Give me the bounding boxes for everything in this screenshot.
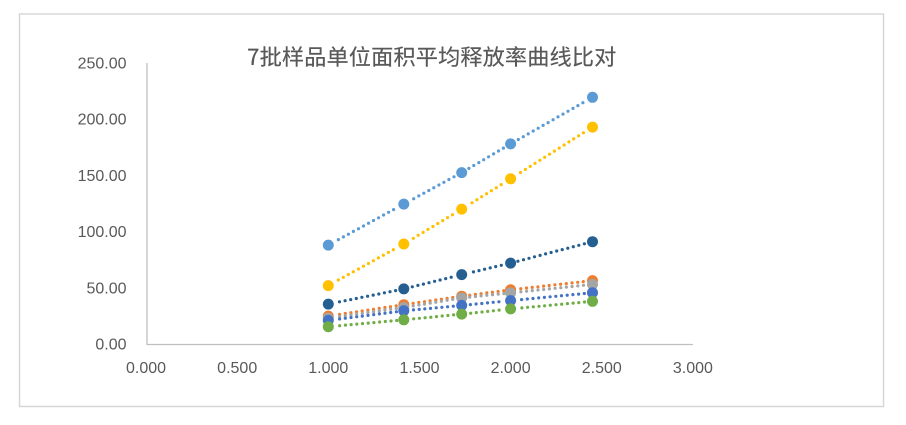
svg-text:0.00: 0.00 — [95, 337, 126, 354]
svg-text:150.00: 150.00 — [78, 168, 127, 185]
svg-text:0.000: 0.000 — [126, 360, 166, 377]
svg-text:2.000: 2.000 — [491, 360, 531, 377]
svg-text:200.00: 200.00 — [78, 112, 127, 129]
svg-text:1.500: 1.500 — [399, 360, 439, 377]
svg-text:0.500: 0.500 — [217, 360, 257, 377]
svg-text:50.00: 50.00 — [86, 280, 126, 297]
svg-text:2.500: 2.500 — [582, 360, 622, 377]
svg-text:100.00: 100.00 — [78, 224, 127, 241]
svg-text:1.000: 1.000 — [308, 360, 348, 377]
svg-text:250.00: 250.00 — [78, 56, 127, 73]
svg-text:3.000: 3.000 — [673, 360, 713, 377]
